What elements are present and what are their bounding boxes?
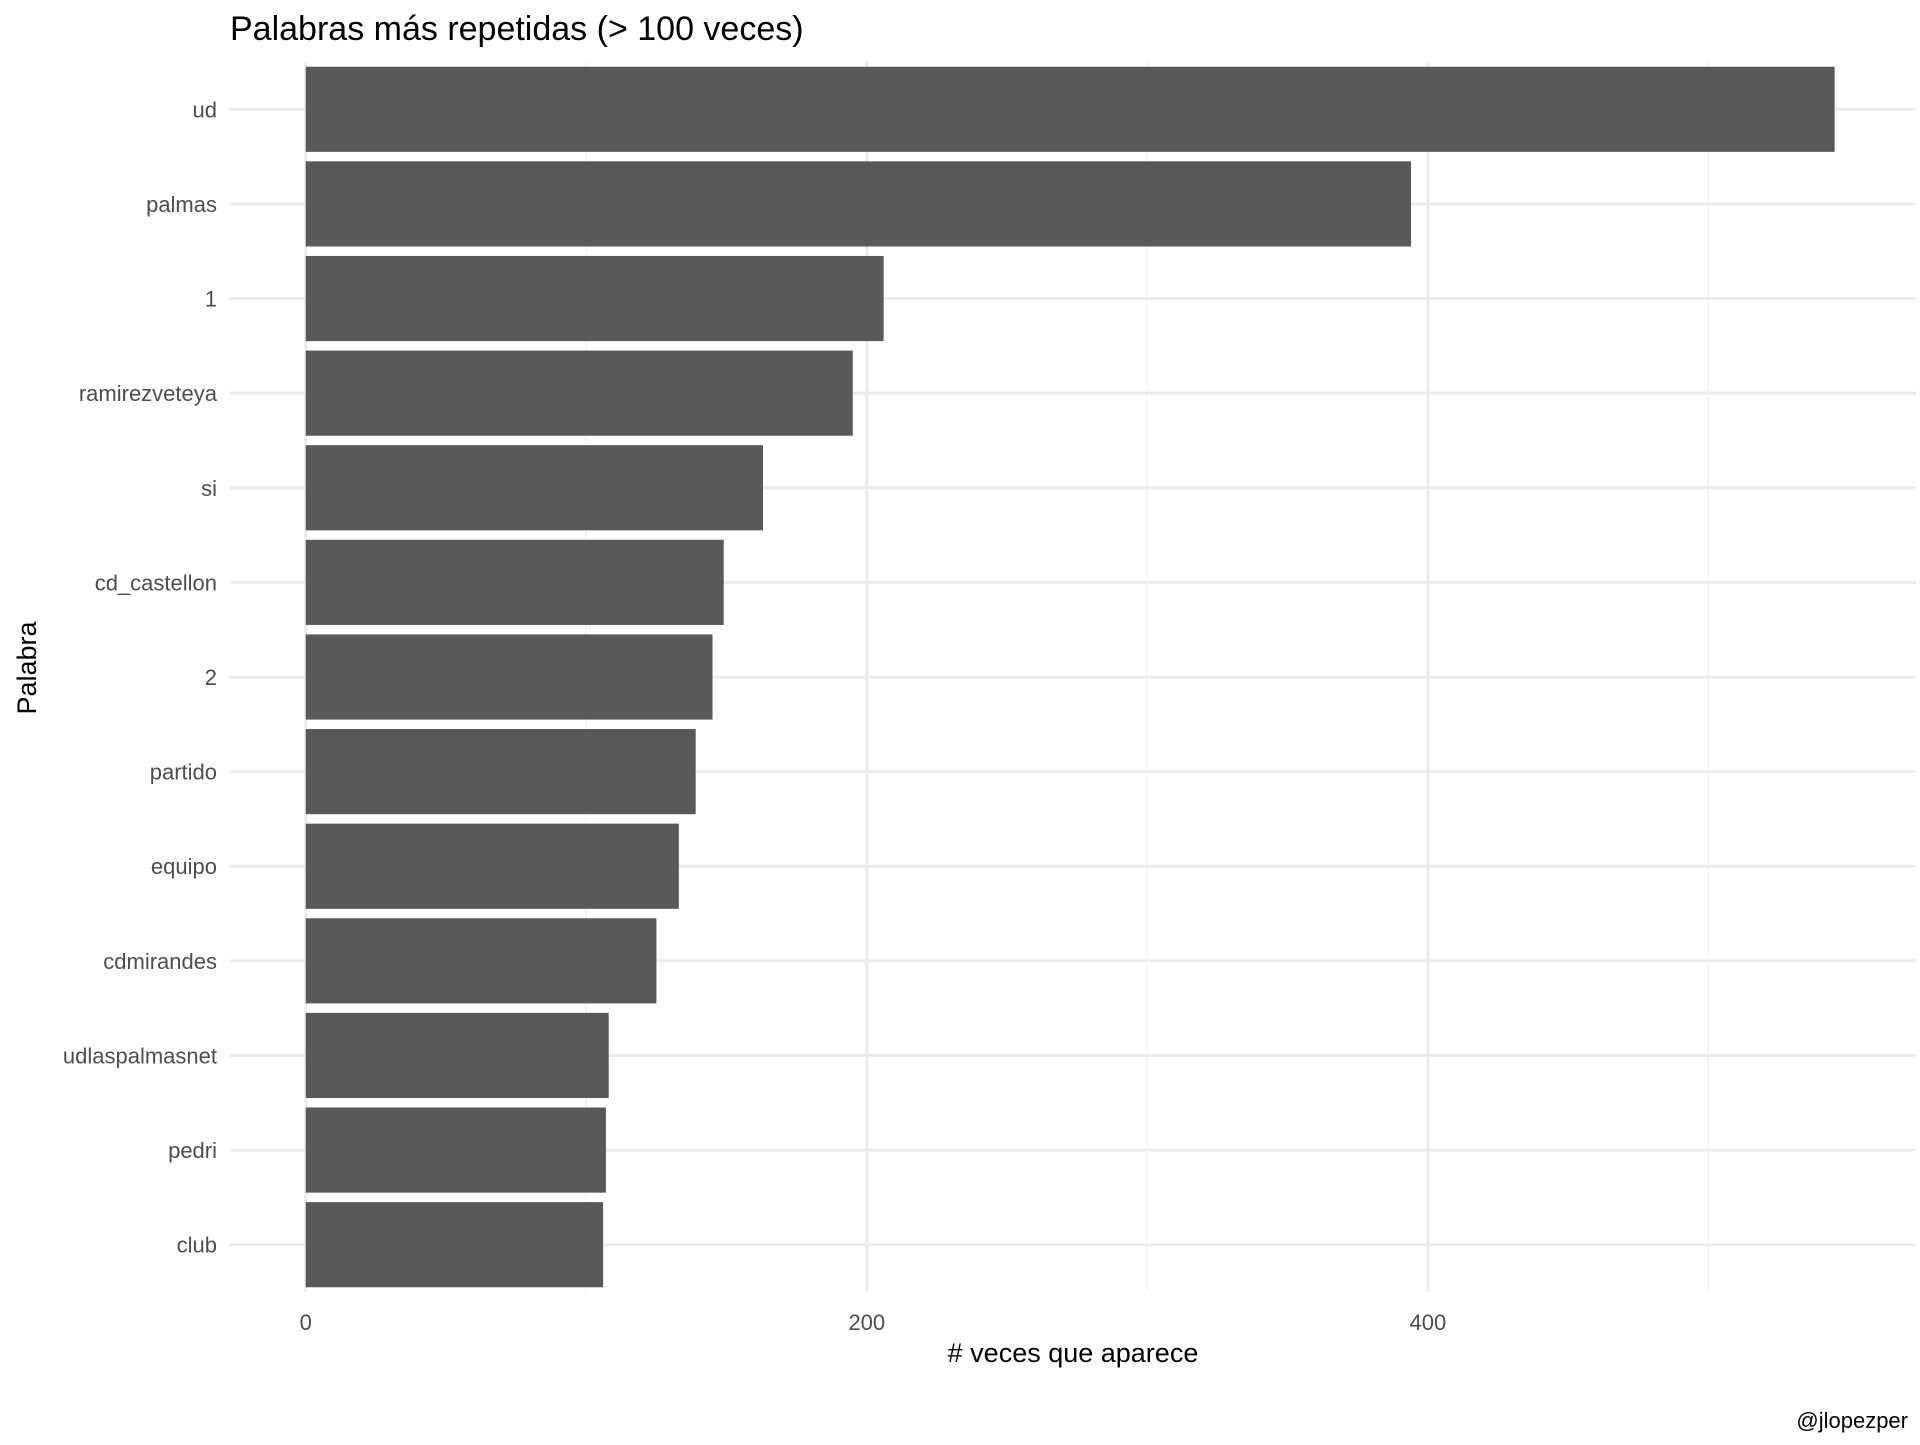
y-tick-label: partido bbox=[150, 760, 217, 785]
bar-2 bbox=[305, 634, 713, 720]
bar-club bbox=[305, 1202, 604, 1288]
bar-udlaspalmasnet bbox=[305, 1012, 609, 1099]
y-tick-label: si bbox=[201, 476, 217, 501]
bar-si bbox=[305, 445, 764, 531]
caption: @jlopezper bbox=[1796, 1408, 1908, 1433]
bar-equipo bbox=[305, 823, 679, 909]
y-tick-label: udlaspalmasnet bbox=[63, 1043, 217, 1068]
bars bbox=[305, 66, 1835, 1288]
x-tick-label: 400 bbox=[1410, 1310, 1447, 1335]
y-tick-label: equipo bbox=[151, 854, 217, 879]
y-tick-label: cd_castellon bbox=[95, 570, 217, 595]
x-tick-labels: 0 200 400 bbox=[300, 1310, 1447, 1335]
bar-partido bbox=[305, 729, 696, 815]
x-tick-label: 0 bbox=[300, 1310, 312, 1335]
y-tick-label: ramirezveteya bbox=[79, 381, 218, 406]
chart-title: Palabras más repetidas (> 100 veces) bbox=[230, 10, 804, 48]
bar-1 bbox=[305, 255, 884, 342]
y-tick-label: 1 bbox=[205, 287, 217, 312]
y-tick-label: palmas bbox=[146, 192, 217, 217]
y-tick-label: cdmirandes bbox=[103, 949, 217, 974]
bar-cd_castellon bbox=[305, 539, 724, 625]
y-tick-label: ud bbox=[193, 97, 217, 122]
bar-cdmirandes bbox=[305, 918, 657, 1004]
y-tick-label: club bbox=[177, 1233, 217, 1258]
bar-palmas bbox=[305, 161, 1412, 247]
bar-ud bbox=[305, 66, 1835, 152]
bar-pedri bbox=[305, 1107, 606, 1193]
x-tick-label: 200 bbox=[848, 1310, 885, 1335]
x-axis-title: # veces que aparece bbox=[948, 1338, 1199, 1368]
y-tick-label: 2 bbox=[205, 665, 217, 690]
bar-ramirezveteya bbox=[305, 350, 853, 436]
y-tick-label: pedri bbox=[168, 1138, 217, 1163]
y-axis-title: Palabra bbox=[12, 620, 42, 714]
y-tick-labels: ud palmas 1 ramirezveteya si cd_castellon 2 par… bbox=[63, 97, 218, 1257]
